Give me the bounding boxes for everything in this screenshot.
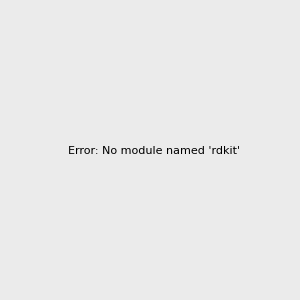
Text: Error: No module named 'rdkit': Error: No module named 'rdkit' [68,146,240,157]
